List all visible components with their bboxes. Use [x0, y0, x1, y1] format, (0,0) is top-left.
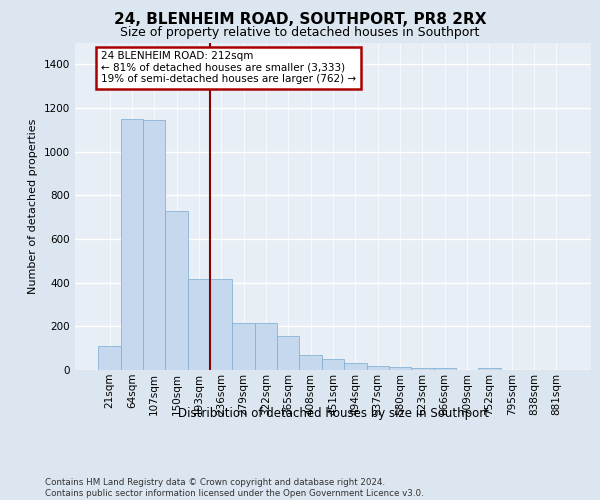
Bar: [478, 368, 500, 370]
Bar: [277, 336, 299, 370]
Bar: [188, 280, 210, 370]
Bar: [389, 368, 411, 370]
Text: Distribution of detached houses by size in Southport: Distribution of detached houses by size …: [178, 408, 488, 420]
Bar: [121, 119, 143, 370]
Text: 24, BLENHEIM ROAD, SOUTHPORT, PR8 2RX: 24, BLENHEIM ROAD, SOUTHPORT, PR8 2RX: [114, 12, 486, 28]
Bar: [98, 346, 121, 370]
Bar: [411, 368, 434, 370]
Bar: [143, 120, 166, 370]
Bar: [322, 359, 344, 370]
Text: Contains HM Land Registry data © Crown copyright and database right 2024.
Contai: Contains HM Land Registry data © Crown c…: [45, 478, 424, 498]
Text: Size of property relative to detached houses in Southport: Size of property relative to detached ho…: [121, 26, 479, 39]
Bar: [299, 354, 322, 370]
Bar: [210, 280, 232, 370]
Bar: [255, 323, 277, 370]
Bar: [166, 210, 188, 370]
Bar: [367, 366, 389, 370]
Bar: [344, 363, 367, 370]
Bar: [434, 368, 456, 370]
Bar: [232, 323, 255, 370]
Y-axis label: Number of detached properties: Number of detached properties: [28, 118, 38, 294]
Text: 24 BLENHEIM ROAD: 212sqm
← 81% of detached houses are smaller (3,333)
19% of sem: 24 BLENHEIM ROAD: 212sqm ← 81% of detach…: [101, 51, 356, 84]
